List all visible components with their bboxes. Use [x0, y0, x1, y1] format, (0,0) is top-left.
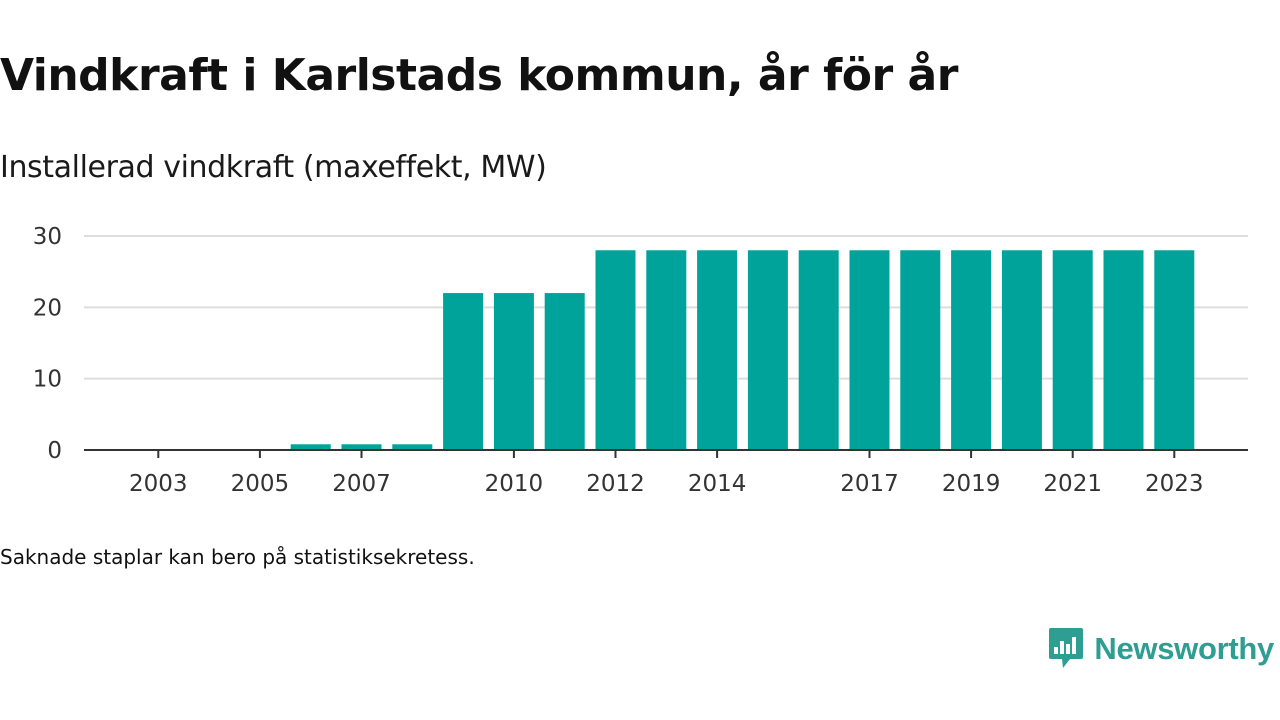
brand-logo[interactable]: Newsworthy	[1048, 626, 1274, 672]
x-ticks	[157, 450, 1176, 458]
bar-chart: 0 10 20 30 2003 2005 2007 2010 2012 2014 2017 2019…	[33, 224, 1248, 497]
x-tick-label: 2019	[942, 471, 1001, 497]
bar-2009	[443, 293, 484, 450]
x-tick-label: 2005	[231, 471, 290, 497]
x-tick-label: 2017	[840, 471, 899, 497]
y-tick-label: 10	[33, 367, 62, 393]
newsworthy-logo-icon	[1049, 628, 1084, 668]
footnote: Saknade staplar kan bero på statistiksek…	[0, 545, 475, 569]
bar-2021	[1052, 250, 1093, 450]
y-tick-labels: 0 10 20 30	[33, 224, 62, 464]
bar-2014	[697, 250, 738, 450]
y-tick-label: 0	[47, 438, 62, 464]
bar-2019	[951, 250, 992, 450]
bar-2011	[544, 293, 585, 450]
x-tick-label: 2007	[332, 471, 391, 497]
chart-title: Vindkraft i Karlstads kommun, år för år	[0, 50, 958, 101]
bar-2017	[849, 250, 890, 450]
x-tick-label: 2021	[1043, 471, 1102, 497]
bars	[290, 250, 1195, 450]
bar-2007	[341, 444, 382, 450]
brand-name: Newsworthy	[1094, 631, 1274, 666]
bar-2008	[392, 444, 433, 450]
bar-2006	[290, 444, 331, 450]
y-tick-label: 20	[33, 295, 62, 321]
bar-2015	[747, 250, 788, 450]
bar-2023	[1154, 250, 1195, 450]
bar-2012	[595, 250, 636, 450]
x-tick-label: 2012	[586, 471, 645, 497]
chart-subtitle: Installerad vindkraft (maxeffekt, MW)	[0, 150, 547, 185]
x-tick-label: 2010	[485, 471, 544, 497]
bar-2013	[646, 250, 687, 450]
bar-2018	[900, 250, 941, 450]
x-tick-label: 2014	[688, 471, 747, 497]
bar-2016	[798, 250, 839, 450]
bar-2022	[1103, 250, 1144, 450]
y-tick-label: 30	[33, 224, 62, 250]
x-tick-label: 2023	[1145, 471, 1204, 497]
bar-2020	[1001, 250, 1042, 450]
bar-2010	[493, 293, 534, 450]
x-tick-label: 2003	[129, 471, 188, 497]
x-tick-labels: 2003 2005 2007 2010 2012 2014 2017 2019 2021 2023	[129, 471, 1204, 497]
